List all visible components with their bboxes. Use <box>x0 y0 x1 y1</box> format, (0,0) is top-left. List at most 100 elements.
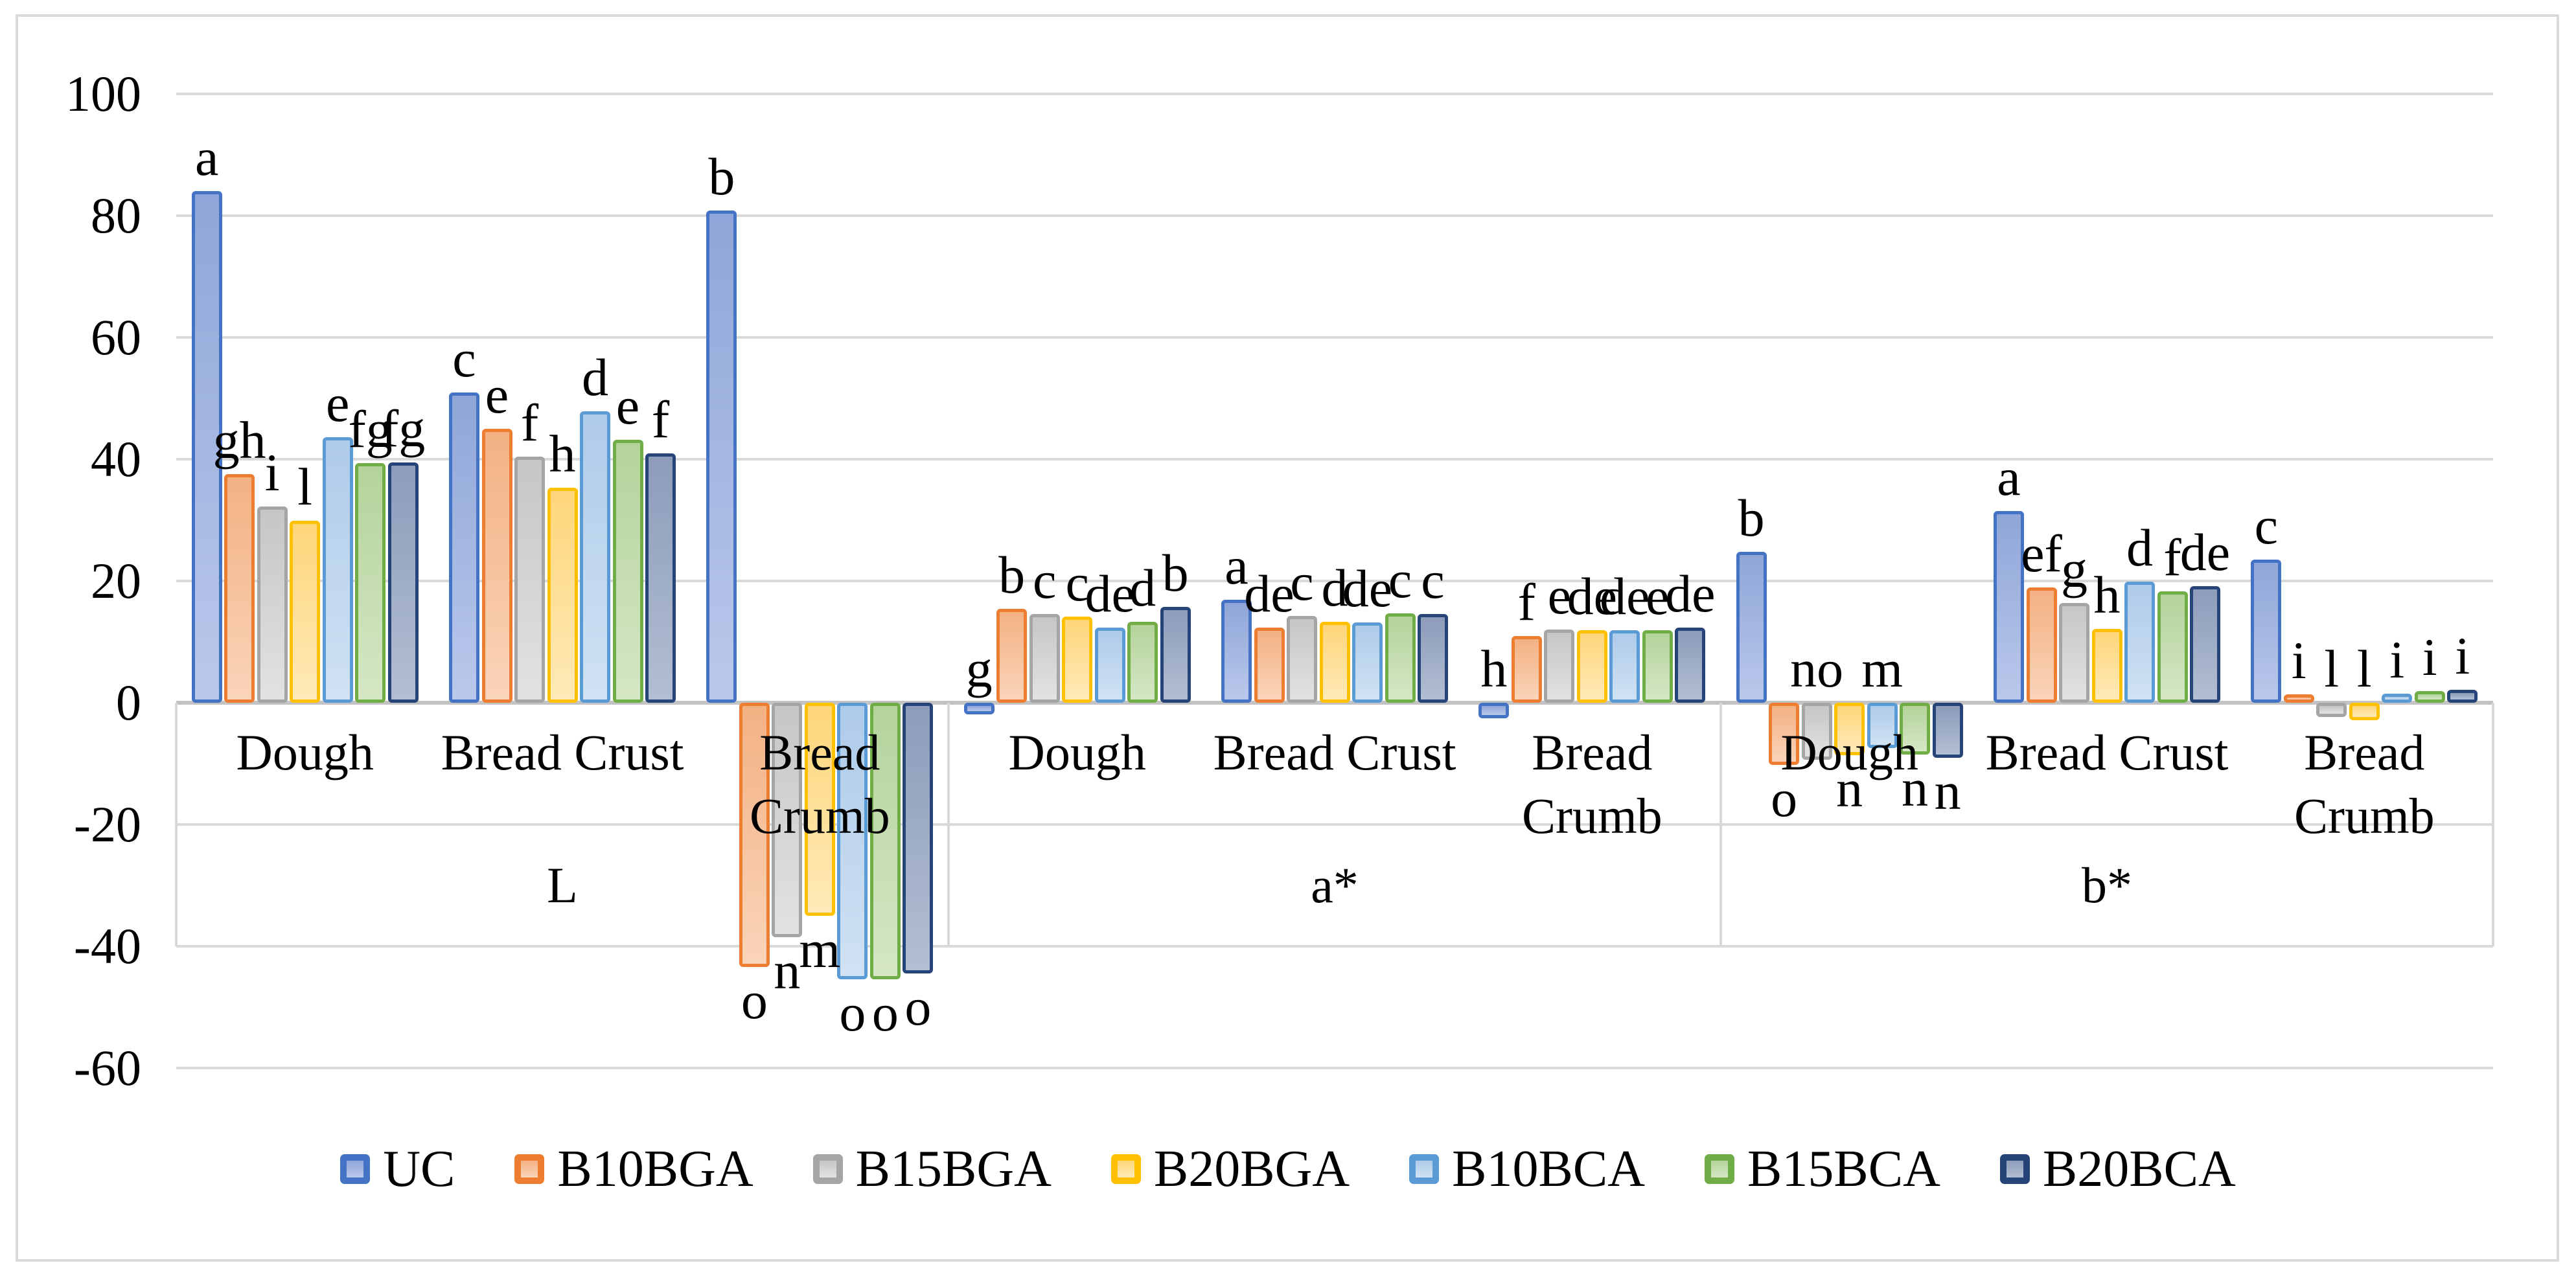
significance-letter: i <box>2389 630 2405 690</box>
legend-label: B15BCA <box>1747 1141 1940 1198</box>
significance-letter: d <box>2126 518 2153 578</box>
legend-marker-B15BGA <box>812 1154 843 1184</box>
significance-letter: o <box>741 970 768 1030</box>
bar-B10BGA-a*-Bread Crumb <box>1511 635 1542 703</box>
category-label-bread-crust: Bread Crust <box>441 724 684 780</box>
y-tick-label: 60 <box>91 309 141 365</box>
legend-item-B15BGA: B15BGA <box>812 1141 1052 1198</box>
category-label-dough: Dough <box>1780 724 1918 780</box>
category-axis-separator <box>2492 703 2494 946</box>
significance-letter: b <box>998 545 1026 604</box>
bar-B20BGA-b*-Bread Crumb <box>2349 703 2380 720</box>
bar-B10BGA-b*-Bread Crumb <box>2283 694 2314 703</box>
y-tick-label: 0 <box>116 674 141 731</box>
bar-B20BGA-a*-Dough <box>1062 616 1093 703</box>
y-tick-label: 40 <box>91 431 141 487</box>
significance-letter: l <box>2356 639 2372 698</box>
category-label-bread-crumb: Bread Crumb <box>691 703 949 844</box>
legend-marker-B15BCA <box>1705 1154 1735 1184</box>
significance-letter: e <box>485 365 509 425</box>
significance-letter: i <box>2291 631 2306 690</box>
bar-B15BGA-L-Bread Crust <box>514 456 545 703</box>
gridline-20 <box>176 580 2493 582</box>
significance-letter: c <box>2254 496 2279 556</box>
significance-letter: de <box>1085 563 1135 623</box>
bar-B10BCA-b*-Bread Crust <box>2124 582 2155 703</box>
category-label-bread-crust: Bread Crust <box>1985 724 2229 780</box>
significance-letter: d <box>1129 558 1156 618</box>
legend-marker-UC <box>340 1154 371 1184</box>
significance-letter: m <box>1861 639 1903 698</box>
category-label-text: Bread Crumb <box>2294 724 2435 844</box>
bar-B10BCA-a*-Dough <box>1094 627 1125 703</box>
bar-UC-L-Bread Crust <box>449 392 479 703</box>
gridline-100 <box>176 93 2493 95</box>
significance-letter: c <box>1388 550 1412 609</box>
significance-letter: n <box>1902 758 1929 817</box>
bar-B15BGA-L-Bread Crumb <box>772 703 803 937</box>
bar-UC-b*-Bread Crumb <box>2251 560 2282 703</box>
significance-letter: n <box>1934 762 1961 821</box>
significance-letter: o <box>839 983 866 1043</box>
significance-letter: f <box>2163 528 2181 587</box>
significance-letter: de <box>1244 563 1294 623</box>
legend-label: B15BGA <box>855 1141 1052 1198</box>
bar-B10BGA-b*-Dough <box>1769 703 1800 766</box>
bar-B10BCA-L-Bread Crust <box>580 411 610 703</box>
legend-marker-B20BCA <box>1999 1154 2030 1184</box>
y-tick-label: 100 <box>65 65 141 122</box>
significance-letter: i <box>2422 628 2437 687</box>
significance-letter: e <box>1646 566 1670 626</box>
bar-B20BGA-a*-Bread Crumb <box>1576 630 1607 703</box>
legend-marker-B10BCA <box>1409 1154 1440 1184</box>
legend-label: B10BCA <box>1452 1141 1646 1198</box>
significance-letter: c <box>1290 552 1314 611</box>
category-axis-separator <box>175 703 178 946</box>
significance-letter: b <box>1162 543 1189 602</box>
category-axis-separator <box>947 703 950 946</box>
significance-letter: ef <box>2021 523 2062 583</box>
significance-letter: de <box>1665 563 1716 623</box>
category-label-bread-crumb: Bread Crumb <box>1464 703 1721 844</box>
bar-UC-a*-Bread Crust <box>1221 599 1252 703</box>
bar-B15BGA-b*-Bread Crumb <box>2316 703 2347 718</box>
bar-B15BCA-a*-Dough <box>1127 622 1158 703</box>
significance-letter: b <box>708 146 735 206</box>
gridline-40 <box>176 458 2493 461</box>
bar-B10BGA-L-Dough <box>224 473 255 703</box>
bar-B20BCA-L-Bread Crust <box>645 453 676 703</box>
significance-letter: b <box>1738 488 1765 548</box>
bar-B10BCA-L-Bread Crumb <box>837 703 868 980</box>
category-axis-separator <box>1719 703 1722 946</box>
bar-B10BCA-b*-Bread Crumb <box>2382 694 2413 703</box>
bar-UC-a*-Bread Crumb <box>1478 703 1510 719</box>
significance-letter: de <box>1600 567 1650 626</box>
legend-label: B20BCA <box>2042 1141 2236 1198</box>
y-tick-label: -20 <box>74 796 141 852</box>
gridline-60 <box>176 336 2493 339</box>
bar-B10BCA-L-Dough <box>322 437 353 703</box>
bar-B15BGA-a*-Dough <box>1029 614 1060 703</box>
bar-B15BCA-b*-Bread Crust <box>2157 591 2188 703</box>
bar-B15BCA-L-Bread Crumb <box>869 703 901 980</box>
significance-letter: e <box>325 373 350 433</box>
significance-letter: fg <box>348 399 393 459</box>
significance-letter: c <box>1421 551 1445 610</box>
significance-letter: n <box>774 940 801 1000</box>
significance-letter: de <box>1342 559 1393 619</box>
significance-letter: o <box>904 977 932 1036</box>
bar-UC-b*-Dough <box>1736 552 1767 703</box>
bar-B15BGA-b*-Dough <box>1801 703 1832 760</box>
significance-letter: a <box>1997 448 2021 507</box>
significance-letter: a <box>1225 536 1248 595</box>
legend-item-B10BGA: B10BGA <box>514 1141 753 1197</box>
gridline--60 <box>176 1067 2493 1069</box>
gridline-80 <box>176 214 2493 217</box>
bar-B20BGA-b*-Dough <box>1834 703 1865 756</box>
chart-legend: UC B10BGA B15BGA B20BGA B10BCA B15BCA B20BCA <box>0 1141 2576 1197</box>
significance-letter: i <box>2455 626 2470 685</box>
bar-B15BCA-b*-Dough <box>1900 703 1931 755</box>
significance-letter: no <box>1790 639 1844 698</box>
y-tick-label: 80 <box>91 187 141 244</box>
